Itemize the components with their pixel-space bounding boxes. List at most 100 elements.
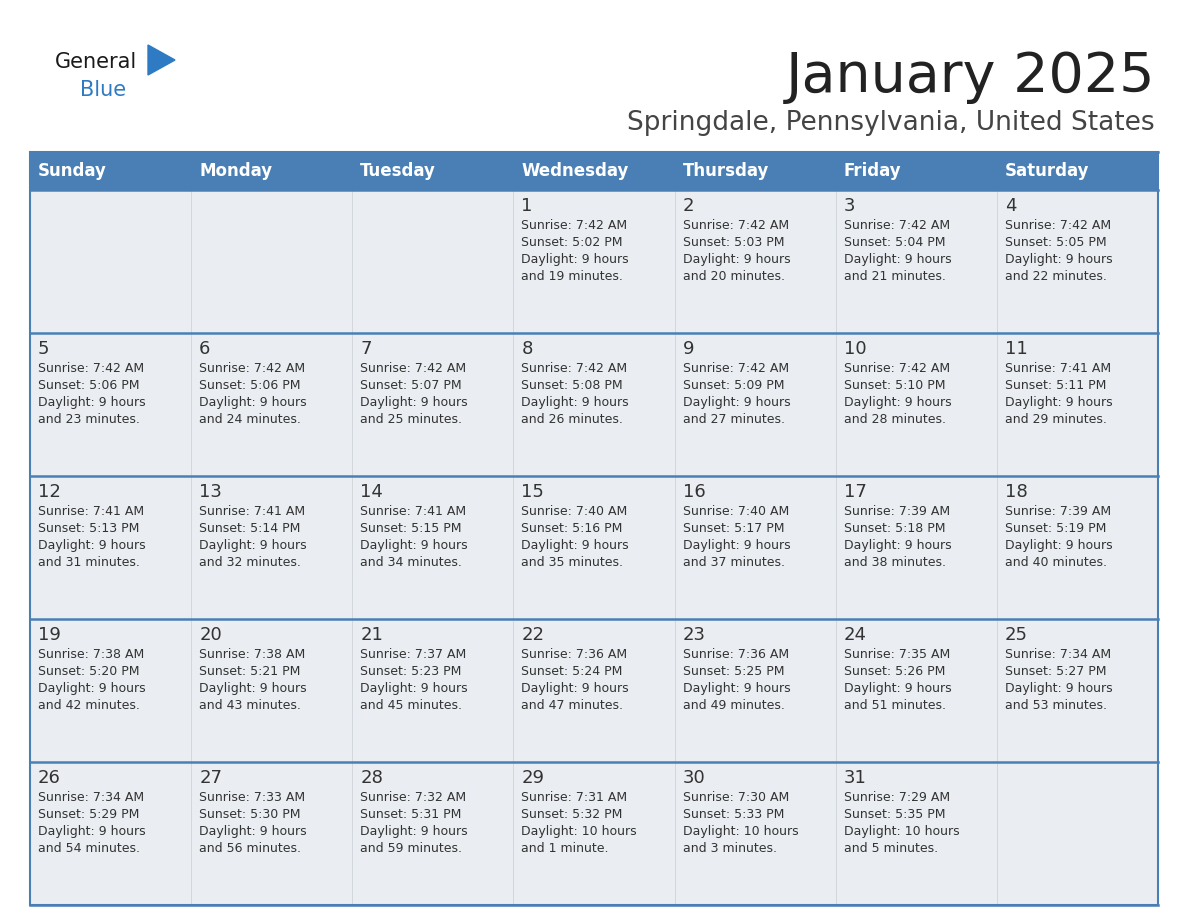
- Text: 1: 1: [522, 197, 532, 215]
- Text: 7: 7: [360, 340, 372, 358]
- Text: 5: 5: [38, 340, 50, 358]
- Text: 21: 21: [360, 626, 384, 644]
- Text: Sunrise: 7:42 AM: Sunrise: 7:42 AM: [1005, 219, 1111, 232]
- Text: Daylight: 9 hours: Daylight: 9 hours: [683, 253, 790, 266]
- Text: 19: 19: [38, 626, 61, 644]
- Text: Daylight: 9 hours: Daylight: 9 hours: [1005, 396, 1112, 409]
- Text: Sunset: 5:20 PM: Sunset: 5:20 PM: [38, 665, 139, 678]
- Text: and 43 minutes.: and 43 minutes.: [200, 699, 301, 712]
- Text: and 27 minutes.: and 27 minutes.: [683, 413, 784, 426]
- Text: Sunrise: 7:39 AM: Sunrise: 7:39 AM: [843, 505, 950, 518]
- Text: Sunset: 5:06 PM: Sunset: 5:06 PM: [200, 379, 301, 392]
- Text: Daylight: 9 hours: Daylight: 9 hours: [522, 253, 630, 266]
- Text: 17: 17: [843, 483, 866, 501]
- Text: Sunrise: 7:34 AM: Sunrise: 7:34 AM: [38, 791, 144, 804]
- Text: 6: 6: [200, 340, 210, 358]
- Text: 30: 30: [683, 769, 706, 787]
- Text: 9: 9: [683, 340, 694, 358]
- Text: General: General: [55, 52, 138, 72]
- Text: and 24 minutes.: and 24 minutes.: [200, 413, 301, 426]
- Text: Sunrise: 7:38 AM: Sunrise: 7:38 AM: [38, 648, 144, 661]
- Text: Sunrise: 7:37 AM: Sunrise: 7:37 AM: [360, 648, 467, 661]
- Text: Sunset: 5:05 PM: Sunset: 5:05 PM: [1005, 236, 1106, 249]
- Text: 23: 23: [683, 626, 706, 644]
- Text: Sunset: 5:24 PM: Sunset: 5:24 PM: [522, 665, 623, 678]
- Text: 16: 16: [683, 483, 706, 501]
- Text: Sunset: 5:31 PM: Sunset: 5:31 PM: [360, 808, 462, 821]
- Text: Daylight: 10 hours: Daylight: 10 hours: [683, 825, 798, 838]
- Text: and 38 minutes.: and 38 minutes.: [843, 556, 946, 569]
- Text: January 2025: January 2025: [785, 50, 1155, 104]
- Text: Daylight: 9 hours: Daylight: 9 hours: [522, 682, 630, 695]
- Text: 26: 26: [38, 769, 61, 787]
- Bar: [30, 152, 1158, 190]
- Text: Sunset: 5:30 PM: Sunset: 5:30 PM: [200, 808, 301, 821]
- Text: Daylight: 9 hours: Daylight: 9 hours: [843, 682, 952, 695]
- Text: Sunrise: 7:40 AM: Sunrise: 7:40 AM: [683, 505, 789, 518]
- Text: Springdale, Pennsylvania, United States: Springdale, Pennsylvania, United States: [627, 110, 1155, 136]
- Text: and 40 minutes.: and 40 minutes.: [1005, 556, 1107, 569]
- Text: Sunset: 5:04 PM: Sunset: 5:04 PM: [843, 236, 946, 249]
- Text: Daylight: 9 hours: Daylight: 9 hours: [1005, 682, 1112, 695]
- Text: Daylight: 9 hours: Daylight: 9 hours: [683, 682, 790, 695]
- Text: Sunset: 5:27 PM: Sunset: 5:27 PM: [1005, 665, 1106, 678]
- Text: Sunrise: 7:36 AM: Sunrise: 7:36 AM: [522, 648, 627, 661]
- Text: Daylight: 10 hours: Daylight: 10 hours: [522, 825, 637, 838]
- Text: Daylight: 9 hours: Daylight: 9 hours: [360, 539, 468, 552]
- Text: and 51 minutes.: and 51 minutes.: [843, 699, 946, 712]
- Text: Daylight: 9 hours: Daylight: 9 hours: [38, 682, 146, 695]
- Text: Sunset: 5:10 PM: Sunset: 5:10 PM: [843, 379, 946, 392]
- Text: 13: 13: [200, 483, 222, 501]
- Text: 3: 3: [843, 197, 855, 215]
- Text: Sunset: 5:19 PM: Sunset: 5:19 PM: [1005, 522, 1106, 535]
- Text: Daylight: 9 hours: Daylight: 9 hours: [360, 825, 468, 838]
- Text: Sunrise: 7:42 AM: Sunrise: 7:42 AM: [843, 362, 950, 375]
- Text: and 22 minutes.: and 22 minutes.: [1005, 270, 1107, 283]
- Text: and 20 minutes.: and 20 minutes.: [683, 270, 784, 283]
- Text: Sunset: 5:09 PM: Sunset: 5:09 PM: [683, 379, 784, 392]
- Text: and 47 minutes.: and 47 minutes.: [522, 699, 624, 712]
- Text: Sunrise: 7:41 AM: Sunrise: 7:41 AM: [38, 505, 144, 518]
- Polygon shape: [148, 45, 175, 75]
- Text: 4: 4: [1005, 197, 1017, 215]
- Text: Sunset: 5:33 PM: Sunset: 5:33 PM: [683, 808, 784, 821]
- Text: Sunrise: 7:34 AM: Sunrise: 7:34 AM: [1005, 648, 1111, 661]
- Text: Daylight: 9 hours: Daylight: 9 hours: [843, 539, 952, 552]
- Text: Sunrise: 7:36 AM: Sunrise: 7:36 AM: [683, 648, 789, 661]
- Text: Monday: Monday: [200, 162, 272, 180]
- Text: and 5 minutes.: and 5 minutes.: [843, 842, 937, 855]
- Text: and 37 minutes.: and 37 minutes.: [683, 556, 784, 569]
- Text: and 31 minutes.: and 31 minutes.: [38, 556, 140, 569]
- Text: and 56 minutes.: and 56 minutes.: [200, 842, 301, 855]
- Text: Sunset: 5:08 PM: Sunset: 5:08 PM: [522, 379, 623, 392]
- Text: Sunset: 5:14 PM: Sunset: 5:14 PM: [200, 522, 301, 535]
- Text: and 45 minutes.: and 45 minutes.: [360, 699, 462, 712]
- Text: 25: 25: [1005, 626, 1028, 644]
- Text: and 3 minutes.: and 3 minutes.: [683, 842, 777, 855]
- Text: Sunset: 5:07 PM: Sunset: 5:07 PM: [360, 379, 462, 392]
- Text: 27: 27: [200, 769, 222, 787]
- Text: Daylight: 9 hours: Daylight: 9 hours: [1005, 253, 1112, 266]
- Text: Daylight: 9 hours: Daylight: 9 hours: [360, 396, 468, 409]
- Text: Sunrise: 7:42 AM: Sunrise: 7:42 AM: [522, 362, 627, 375]
- Text: Sunday: Sunday: [38, 162, 107, 180]
- Text: Sunrise: 7:29 AM: Sunrise: 7:29 AM: [843, 791, 950, 804]
- Text: Daylight: 9 hours: Daylight: 9 hours: [38, 396, 146, 409]
- Text: Saturday: Saturday: [1005, 162, 1089, 180]
- Text: Sunset: 5:29 PM: Sunset: 5:29 PM: [38, 808, 139, 821]
- Text: Sunset: 5:11 PM: Sunset: 5:11 PM: [1005, 379, 1106, 392]
- Bar: [30, 619, 1158, 762]
- Text: and 54 minutes.: and 54 minutes.: [38, 842, 140, 855]
- Text: Friday: Friday: [843, 162, 902, 180]
- Bar: [30, 476, 1158, 619]
- Text: Tuesday: Tuesday: [360, 162, 436, 180]
- Text: Sunrise: 7:42 AM: Sunrise: 7:42 AM: [38, 362, 144, 375]
- Text: Sunset: 5:21 PM: Sunset: 5:21 PM: [200, 665, 301, 678]
- Text: Daylight: 9 hours: Daylight: 9 hours: [360, 682, 468, 695]
- Text: Sunset: 5:35 PM: Sunset: 5:35 PM: [843, 808, 946, 821]
- Text: Sunrise: 7:41 AM: Sunrise: 7:41 AM: [1005, 362, 1111, 375]
- Bar: [30, 333, 1158, 476]
- Text: Sunset: 5:32 PM: Sunset: 5:32 PM: [522, 808, 623, 821]
- Text: Sunset: 5:15 PM: Sunset: 5:15 PM: [360, 522, 462, 535]
- Text: and 23 minutes.: and 23 minutes.: [38, 413, 140, 426]
